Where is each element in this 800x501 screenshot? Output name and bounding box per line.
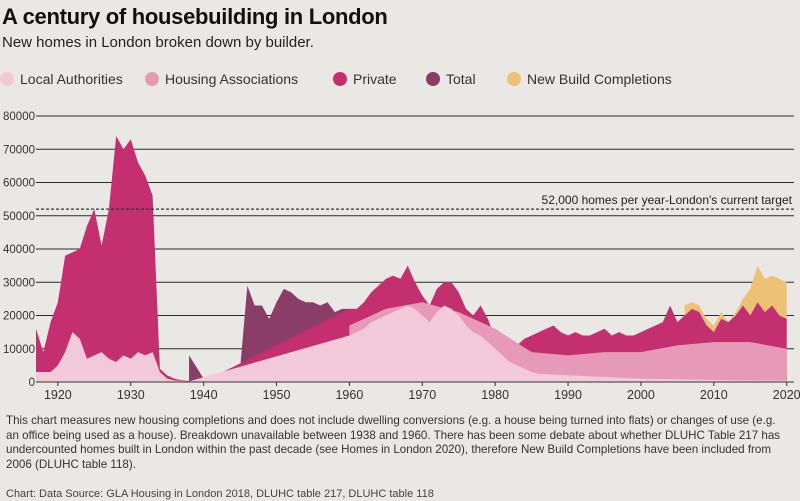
x-axis-ticks: 1920 1930 1940 1950 1960 1970 1980 1990 2000 2010… [44,382,800,402]
y-tick-label-60000: 60000 [3,178,35,190]
x-tick-label-1950: 1950 [263,388,291,402]
target-label: 52,000 homes per year-London's current t… [542,193,793,207]
x-tick-label-1990: 1990 [554,388,582,402]
legend-swatch-total [426,72,440,86]
x-tick-label-2010: 2010 [700,388,728,402]
x-tick-label-1960: 1960 [335,388,363,402]
x-tick-label-1920: 1920 [44,388,72,402]
x-tick-label-1980: 1980 [481,388,509,402]
y-axis-ticks: 0 10000 20000 30000 40000 50000 60000 70000 8000… [3,111,35,389]
area-chart: 52,000 homes per year-London's current t… [3,111,800,402]
legend-swatch-housing-associations [145,72,159,86]
legend-label-total: Total [446,71,476,87]
chart-source: Chart: Data Source: GLA Housing in Londo… [6,488,434,500]
y-tick-label-10000: 10000 [3,344,35,356]
legend-swatch-local-authorities [0,72,14,86]
legend-swatch-new-build-completions [507,72,521,86]
legend-label-local-authorities: Local Authorities [20,71,123,87]
y-tick-label-40000: 40000 [3,244,35,256]
y-tick-label-70000: 70000 [3,144,35,156]
x-tick-label-1940: 1940 [190,388,218,402]
x-tick-label-1970: 1970 [408,388,436,402]
chart-footnote: This chart measures new housing completi… [6,414,781,471]
y-tick-label-0: 0 [29,377,35,389]
legend-label-private: Private [353,71,397,87]
chart-title: A century of housebuilding in London [2,4,388,29]
legend-label-housing-associations: Housing Associations [165,71,299,87]
chart-subtitle: New homes in London broken down by build… [2,34,314,51]
x-tick-label-2020: 2020 [773,388,800,402]
legend-swatch-private [333,72,347,86]
x-tick-label-2000: 2000 [627,388,655,402]
x-tick-label-1930: 1930 [117,388,145,402]
area-series [36,135,787,382]
y-tick-label-80000: 80000 [3,111,35,123]
y-tick-label-50000: 50000 [3,211,35,223]
area-local-authorities [36,305,787,382]
legend-label-new-build-completions: New Build Completions [527,71,672,87]
y-tick-label-30000: 30000 [3,277,35,289]
y-tick-label-20000: 20000 [3,311,35,323]
legend: Local Authorities Housing Associations P… [0,70,800,92]
